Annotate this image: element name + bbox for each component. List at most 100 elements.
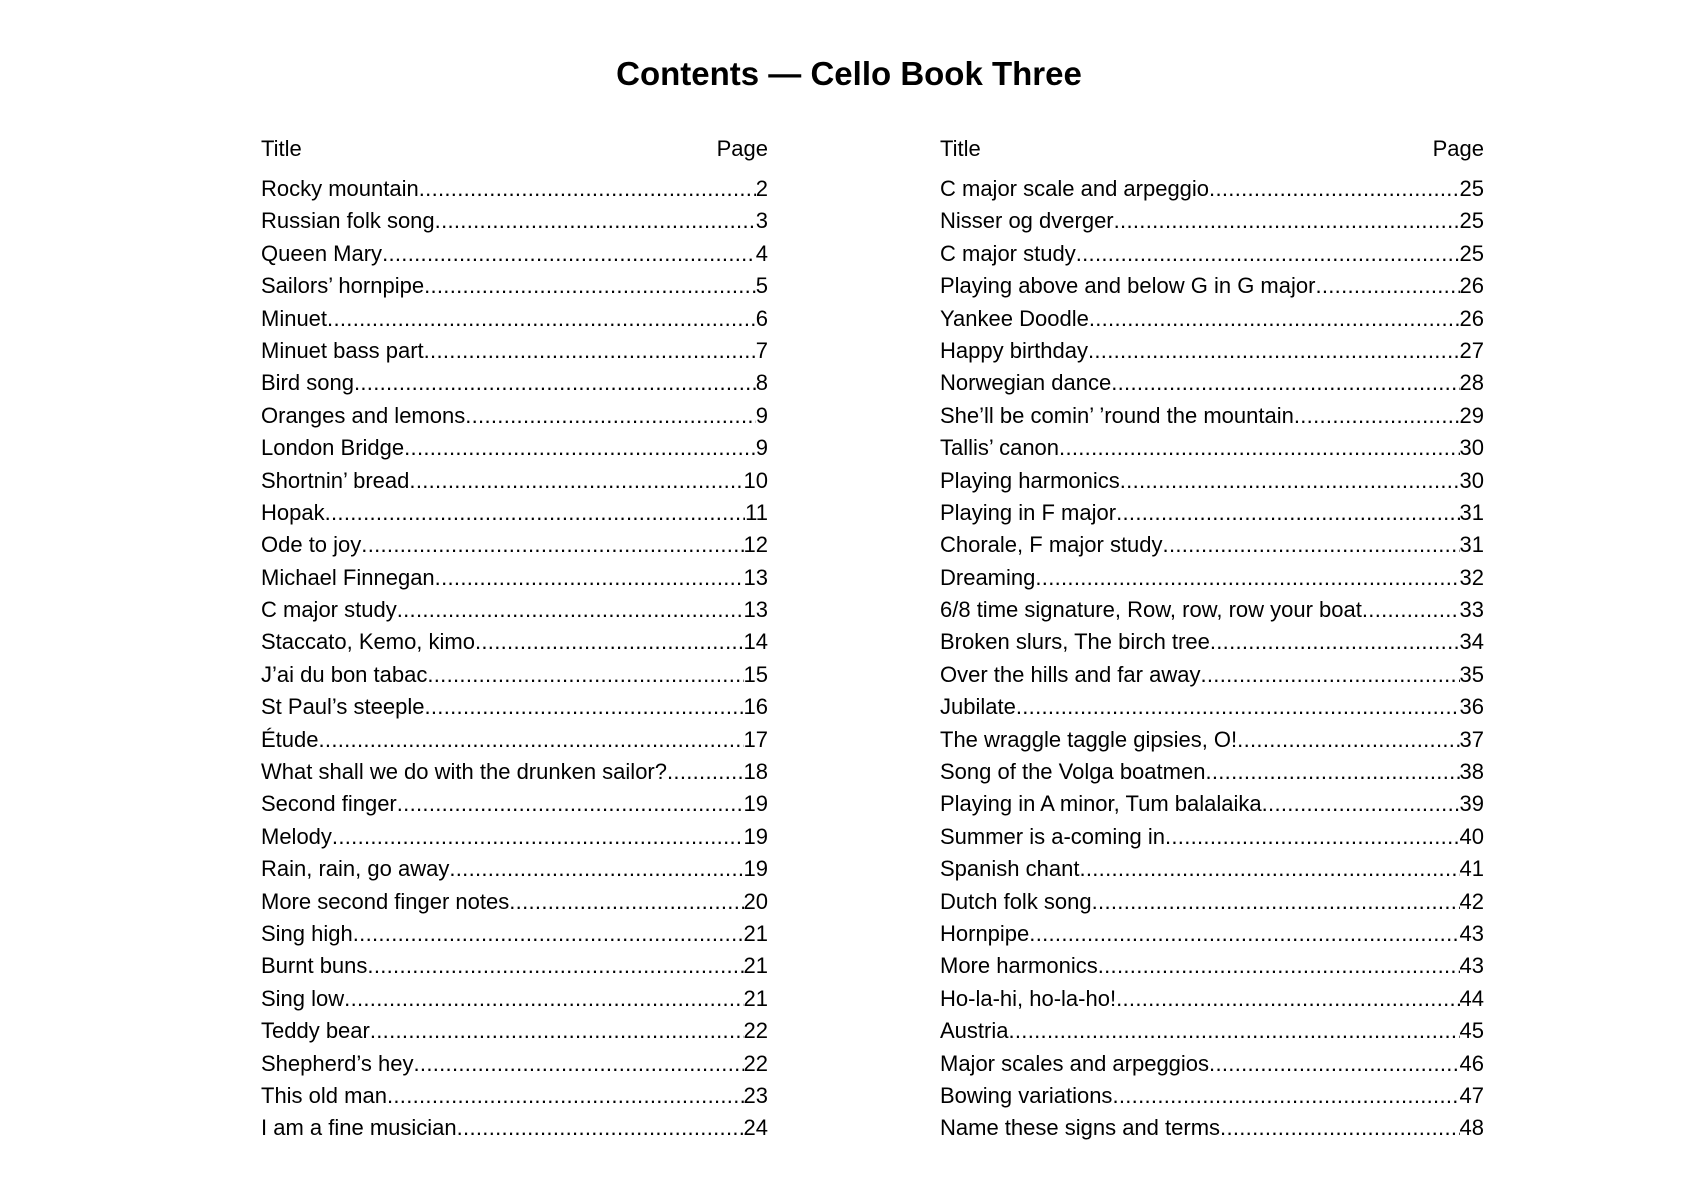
toc-entry: Name these signs and terms 48 — [940, 1114, 1484, 1146]
entry-page: 20 — [743, 888, 768, 914]
entry-title: Russian folk song — [261, 208, 435, 234]
dot-leader — [424, 693, 743, 721]
toc-entry: Shepherd’s hey 22 — [261, 1050, 768, 1082]
toc-entry: More harmonics 43 — [940, 952, 1484, 984]
dot-leader — [387, 1082, 744, 1110]
contents-column-left: Title Page Rocky mountain 2 Russian folk s… — [261, 136, 768, 1147]
entry-page: 42 — [1459, 888, 1484, 914]
entry-page: 24 — [743, 1115, 768, 1141]
entry-page: 41 — [1459, 856, 1484, 882]
page-title: Contents — Cello Book Three — [616, 55, 1082, 92]
dot-leader — [1089, 305, 1460, 333]
dot-leader — [414, 1050, 744, 1078]
toc-entry: Major scales and arpeggios 46 — [940, 1050, 1484, 1082]
entry-page: 4 — [755, 240, 768, 266]
toc-entry: Tallis’ canon 30 — [940, 434, 1484, 466]
entry-page: 17 — [743, 726, 768, 752]
dot-leader — [361, 531, 743, 559]
dot-leader — [1112, 1082, 1459, 1110]
entry-page: 13 — [743, 564, 768, 590]
entry-title: Playing in A minor, Tum balalaika — [940, 791, 1262, 817]
entry-page: 46 — [1459, 1050, 1484, 1076]
entry-title: Nisser og dverger — [940, 208, 1114, 234]
entry-title: Étude — [261, 726, 319, 752]
entry-page: 44 — [1459, 985, 1484, 1011]
toc-entry: Spanish chant 41 — [940, 855, 1484, 887]
toc-entry: Song of the Volga boatmen 38 — [940, 758, 1484, 790]
dot-leader — [327, 305, 756, 333]
toc-entry: Staccato, Kemo, kimo 14 — [261, 628, 768, 660]
toc-entry: The wraggle taggle gipsies, O! 37 — [940, 726, 1484, 758]
toc-entry: C major study 13 — [261, 596, 768, 628]
entry-page: 36 — [1459, 694, 1484, 720]
dot-leader — [435, 207, 756, 235]
entry-title: Playing harmonics — [940, 467, 1120, 493]
entry-page: 12 — [743, 532, 768, 558]
entry-page: 19 — [743, 791, 768, 817]
dot-leader — [397, 790, 744, 818]
dot-leader — [465, 402, 756, 430]
dot-leader — [404, 434, 756, 462]
toc-entry: Melody 19 — [261, 823, 768, 855]
dot-leader — [332, 823, 744, 851]
entry-title: St Paul’s steeple — [261, 694, 425, 720]
entry-page: 31 — [1459, 532, 1484, 558]
dot-leader — [382, 240, 756, 268]
dot-leader — [1237, 726, 1459, 754]
entry-page: 38 — [1459, 759, 1484, 785]
toc-entry: Summer is a-coming in 40 — [940, 823, 1484, 855]
entry-title: Teddy bear — [261, 1018, 370, 1044]
toc-entry: More second finger notes 20 — [261, 888, 768, 920]
entry-page: 15 — [743, 661, 768, 687]
column-header: Title Page — [261, 136, 768, 166]
entry-page: 22 — [743, 1018, 768, 1044]
entry-title: Norwegian dance — [940, 370, 1112, 396]
dot-leader — [354, 369, 756, 397]
entry-title: Major scales and arpeggios — [940, 1050, 1210, 1076]
dot-leader — [435, 564, 744, 592]
entry-page: 25 — [1459, 208, 1484, 234]
entry-title: Sing low — [261, 985, 345, 1011]
entry-page: 27 — [1459, 337, 1484, 363]
entry-page: 11 — [745, 499, 768, 525]
toc-entry: Dutch folk song 42 — [940, 888, 1484, 920]
toc-entry: Dreaming 32 — [940, 564, 1484, 596]
toc-entry: Sing high 21 — [261, 920, 768, 952]
entry-page: 9 — [755, 402, 768, 428]
entry-title: Michael Finnegan — [261, 564, 435, 590]
dot-leader — [367, 952, 743, 980]
entry-page: 21 — [743, 985, 768, 1011]
dot-leader — [509, 888, 743, 916]
entry-title: Spanish chant — [940, 856, 1080, 882]
entry-title: Yankee Doodle — [940, 305, 1089, 331]
toc-entry: Sing low 21 — [261, 985, 768, 1017]
entry-title: C major study — [261, 597, 397, 623]
dot-leader — [1205, 758, 1459, 786]
dot-leader — [1120, 467, 1460, 495]
entry-page: 13 — [743, 597, 768, 623]
toc-entry: Playing in A minor, Tum balalaika 39 — [940, 790, 1484, 822]
entry-page: 2 — [755, 176, 768, 201]
toc-entry: Michael Finnegan 13 — [261, 564, 768, 596]
dot-leader — [1016, 693, 1460, 721]
entry-title: Tallis’ canon — [940, 435, 1060, 461]
dot-leader — [1059, 434, 1459, 462]
dot-leader — [344, 985, 743, 1013]
entry-list: Rocky mountain 2 Russian folk song 3 Queen M… — [261, 175, 768, 1147]
dot-leader — [1220, 1114, 1459, 1142]
toc-entry: Chorale, F major study 31 — [940, 531, 1484, 563]
entry-page: 28 — [1459, 370, 1484, 396]
entry-page: 7 — [755, 337, 768, 363]
dot-leader — [475, 628, 744, 656]
entry-page: 39 — [1459, 791, 1484, 817]
entry-title: Broken slurs, The birch tree — [940, 629, 1210, 655]
entry-title: 6/8 time signature, Row, row, row your b… — [940, 597, 1362, 623]
entry-title: Hornpipe — [940, 920, 1030, 946]
dot-leader — [1200, 661, 1459, 689]
entry-title: Second finger — [261, 791, 397, 817]
toc-entry: Playing in F major 31 — [940, 499, 1484, 531]
toc-entry: Nisser og dverger 25 — [940, 207, 1484, 239]
toc-entry: Yankee Doodle 26 — [940, 305, 1484, 337]
toc-entry: Minuet 6 — [261, 305, 768, 337]
entry-page: 3 — [755, 208, 768, 234]
